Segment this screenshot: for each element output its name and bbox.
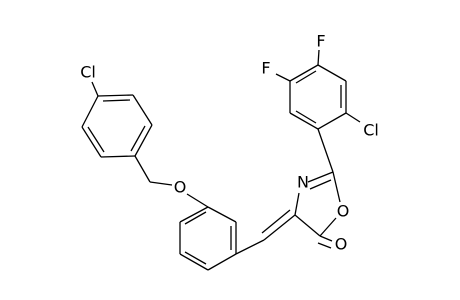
atom-label: Cl	[363, 121, 379, 140]
atom-label: Cl	[80, 63, 96, 82]
atom-label: F	[316, 32, 325, 51]
atom-label: O	[337, 202, 350, 221]
atom-label: O	[335, 235, 348, 254]
atom-label: F	[261, 59, 270, 78]
bonds	[81, 49, 361, 271]
atom-label: O	[174, 178, 187, 197]
atom-label: N	[297, 173, 309, 192]
